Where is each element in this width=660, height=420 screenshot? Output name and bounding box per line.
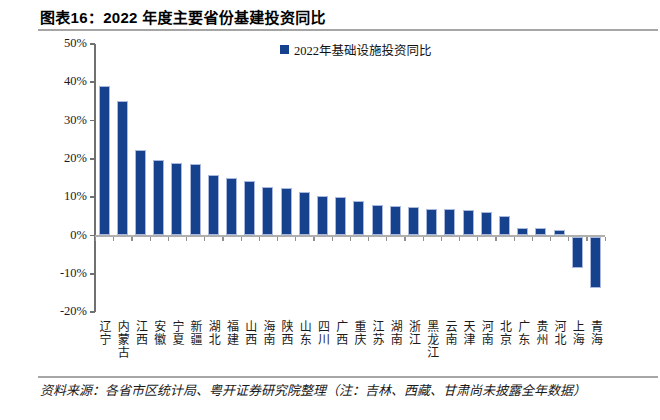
y-tick-label: 30% — [37, 113, 87, 128]
report-figure-page: 图表16：2022 年度主要省份基建投资同比 2022年基础设施投资同比 50%… — [0, 0, 660, 420]
y-tick-label: 20% — [37, 151, 87, 166]
x-tick — [313, 237, 314, 241]
bar-广东 — [517, 228, 528, 236]
x-tick — [150, 237, 151, 241]
x-tick — [441, 237, 442, 241]
bar-重庆 — [353, 201, 364, 235]
bar-内蒙古 — [117, 101, 128, 236]
x-tick — [95, 237, 96, 241]
y-tick-label: 0% — [37, 228, 87, 243]
footer-rule — [38, 376, 658, 378]
x-tick — [186, 237, 187, 241]
x-tick — [222, 237, 223, 241]
bar-河南 — [481, 212, 492, 235]
y-tick — [90, 273, 95, 274]
x-tick — [568, 237, 569, 241]
y-tick-label: 40% — [37, 74, 87, 89]
bar-山东 — [299, 192, 310, 236]
bar-福建 — [226, 178, 237, 235]
bar-安徽 — [153, 160, 164, 235]
bar-宁夏 — [171, 163, 182, 236]
chart-area: 2022年基础设施投资同比 50%40%30%20%10%0%-10%-20%辽… — [0, 32, 660, 376]
bar-贵州 — [535, 228, 546, 235]
y-tick — [90, 311, 95, 312]
bar-天津 — [463, 210, 474, 235]
bar-新疆 — [190, 164, 201, 235]
bar-黑龙江 — [426, 209, 437, 236]
bar-北京 — [499, 216, 510, 236]
x-tick — [532, 237, 533, 241]
x-tick — [404, 237, 405, 241]
y-tick — [90, 120, 95, 121]
bar-山西 — [244, 181, 255, 236]
bar-四川 — [317, 196, 328, 235]
y-tick — [90, 81, 95, 82]
x-category-label: 青海 — [584, 320, 606, 346]
x-tick — [477, 237, 478, 241]
y-tick — [90, 43, 95, 44]
bar-辽宁 — [99, 86, 110, 235]
y-tick-label: 10% — [37, 189, 87, 204]
bar-海南 — [262, 187, 273, 235]
x-tick — [495, 237, 496, 241]
bar-上海 — [572, 237, 583, 268]
y-tick-label: -10% — [37, 266, 87, 281]
y-tick — [90, 158, 95, 159]
source-note: 资料来源：各省市区统计局、粤开证券研究院整理（注：吉林、西藏、甘肃尚未披露全年数… — [40, 381, 654, 401]
y-tick — [90, 196, 95, 197]
legend-label: 2022年基础设施投资同比 — [294, 40, 432, 59]
y-axis — [94, 44, 95, 312]
x-tick — [368, 237, 369, 241]
x-tick — [386, 237, 387, 241]
x-tick — [586, 237, 587, 241]
x-tick — [423, 237, 424, 241]
page-title: 图表16：2022 年度主要省份基建投资同比 — [40, 6, 326, 27]
x-category-label-text: 青海 — [586, 320, 604, 346]
y-tick-label: -20% — [37, 304, 87, 319]
bar-云南 — [444, 209, 455, 235]
y-tick-label: 50% — [37, 36, 87, 51]
x-tick — [332, 237, 333, 241]
x-tick — [459, 237, 460, 241]
x-tick — [514, 237, 515, 241]
bar-湖南 — [390, 206, 401, 236]
x-tick — [259, 237, 260, 241]
x-tick — [131, 237, 132, 241]
x-tick — [204, 237, 205, 241]
x-tick — [168, 237, 169, 241]
x-tick — [113, 237, 114, 241]
x-tick — [550, 237, 551, 241]
bar-江西 — [135, 150, 146, 235]
bar-河北 — [554, 230, 565, 236]
legend-swatch-icon — [280, 45, 289, 54]
bar-陕西 — [281, 188, 292, 235]
legend: 2022年基础设施投资同比 — [280, 40, 432, 59]
title-rule — [38, 29, 658, 31]
bar-江苏 — [372, 205, 383, 236]
bar-青海 — [590, 237, 601, 289]
bar-广西 — [335, 197, 346, 235]
x-tick — [277, 237, 278, 241]
x-tick — [350, 237, 351, 241]
x-tick — [241, 237, 242, 241]
x-tick — [605, 237, 606, 241]
x-tick — [295, 237, 296, 241]
bar-湖北 — [208, 175, 219, 236]
bar-浙江 — [408, 207, 419, 235]
